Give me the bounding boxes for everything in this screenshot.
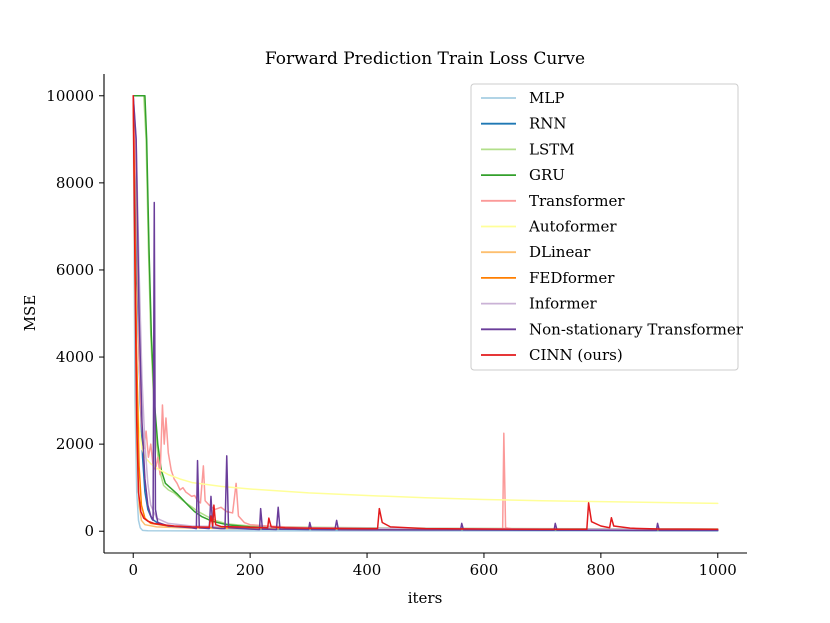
y-tick-label: 4000 [56,348,94,366]
legend-label-non-stationary-transformer: Non-stationary Transformer [529,320,744,338]
series-layer [132,95,719,532]
y-tick-label: 6000 [56,261,94,279]
x-tick-label: 600 [470,561,499,579]
legend-box [470,83,739,371]
x-tick-label: 800 [587,561,616,579]
legend-label-fedformer: FEDformer [529,269,615,287]
legend-label-lstm: LSTM [529,140,575,158]
x-axis-label: iters [408,589,443,607]
x-tick-label: 0 [128,561,138,579]
chart-title: Forward Prediction Train Loss Curve [265,49,585,69]
y-tick-label: 8000 [56,174,94,192]
series-line-cinn-ours [132,95,719,531]
x-tick-label: 1000 [699,561,737,579]
legend-label-informer: Informer [529,295,597,313]
series-line-autoformer [132,95,719,505]
legend-label-dlinear: DLinear [529,243,591,261]
legend-label-gru: GRU [529,166,565,184]
legend: MLP RNN LSTM GRU Transformer Autoformer DLinea… [470,83,744,371]
legend-label-rnn: RNN [529,115,567,133]
x-tick-label: 400 [353,561,382,579]
y-tick-label: 2000 [56,435,94,453]
x-ticks: 0 200 400 600 800 1000 [128,553,737,579]
legend-label-cinn-ours: CINN (ours) [529,346,623,364]
x-tick-label: 200 [236,561,265,579]
legend-label-mlp: MLP [529,89,564,107]
y-tick-label: 10000 [46,87,94,105]
y-axis-label: MSE [21,295,39,332]
legend-label-transformer: Transformer [529,192,625,210]
series-line-non-stationary-transformer [132,95,719,532]
legend-label-autoformer: Autoformer [528,218,617,236]
y-ticks: 0 2000 4000 6000 8000 10000 [46,87,104,540]
y-tick-label: 0 [84,522,94,540]
series-line-gru [132,95,719,531]
series-line-mlp [132,95,719,532]
